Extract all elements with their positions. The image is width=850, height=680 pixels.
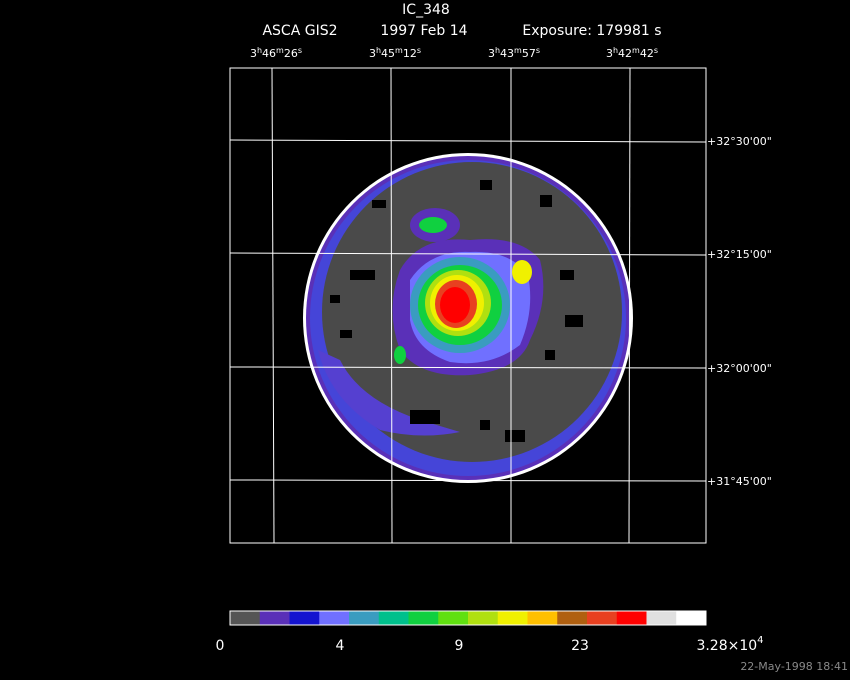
ra-unit: s	[654, 46, 658, 55]
dec-label: +32°00'00"	[707, 362, 772, 375]
ra-unit: s	[417, 46, 421, 55]
color-swatch	[616, 611, 647, 625]
instrument: ASCA GIS2	[262, 23, 337, 39]
color-swatch	[587, 611, 618, 625]
ra-line	[390, 67, 393, 544]
dec-line	[229, 366, 707, 369]
ra-unit: m	[276, 46, 284, 55]
color-swatch	[259, 611, 290, 625]
dec-line	[229, 252, 707, 256]
colorbar-frame	[229, 610, 707, 626]
color-swatch	[408, 611, 439, 625]
colorbar-label: 9	[455, 638, 464, 654]
ra-unit: h	[495, 46, 500, 55]
ra-value: 3	[488, 47, 495, 60]
source-nw-core	[419, 217, 447, 233]
source-ne	[512, 260, 532, 284]
ra-label: 3h46m26s	[250, 46, 302, 60]
color-swatch	[438, 611, 469, 625]
color-swatch	[646, 611, 677, 625]
ra-value: 3	[606, 47, 613, 60]
title: IC_348	[402, 2, 450, 18]
ra-unit: m	[395, 46, 403, 55]
color-swatch	[527, 611, 558, 625]
color-swatch	[349, 611, 380, 625]
color-swatch	[378, 611, 409, 625]
ra-unit: m	[514, 46, 522, 55]
color-swatch	[557, 611, 588, 625]
ra-value: 42	[618, 47, 632, 60]
color-swatch	[468, 611, 499, 625]
coordinate-grid	[229, 67, 707, 544]
ra-value: 3	[250, 47, 257, 60]
label-value: 0	[216, 638, 225, 654]
color-swatch	[497, 611, 528, 625]
date: 1997 Feb 14	[380, 23, 467, 39]
exposure: Exposure: 179981 s	[522, 23, 661, 39]
ra-value: 42	[640, 47, 654, 60]
color-swatch	[676, 611, 707, 625]
ra-unit: h	[376, 46, 381, 55]
ra-unit: s	[298, 46, 302, 55]
colorbar: 0 4 9 23 3.28×104	[216, 610, 764, 654]
ra-unit: s	[536, 46, 540, 55]
ra-unit: h	[257, 46, 262, 55]
ra-unit: h	[613, 46, 618, 55]
frame	[229, 67, 707, 544]
emission-lower	[318, 350, 460, 436]
timestamp: 22-May-1998 18:41	[740, 660, 848, 673]
ra-value: 26	[284, 47, 298, 60]
colorbar-label: 23	[571, 638, 589, 654]
ra-label: 3h45m12s	[369, 46, 421, 60]
source-sw	[394, 346, 406, 364]
ra-value: 45	[381, 47, 395, 60]
dec-line	[229, 139, 707, 143]
label-value: 9	[455, 638, 464, 654]
label-value: 23	[571, 638, 589, 654]
ra-label: 3h43m57s	[488, 46, 540, 60]
color-swatch	[289, 611, 320, 625]
ra-line	[628, 67, 631, 544]
color-swatch	[319, 611, 350, 625]
colorbar-label: 3.28×104	[696, 635, 763, 654]
dec-label: +31°45'00"	[707, 475, 772, 488]
axis-labels: 3h46m26s 3h45m12s 3h43m57s 3h42m42s+32°30'0…	[250, 46, 772, 488]
low-count-pixels	[330, 180, 583, 442]
label-value: 3.28×10	[696, 638, 757, 654]
ra-label: 3h42m42s	[606, 46, 658, 60]
colorbar-label: 4	[336, 638, 345, 654]
ra-value: 3	[369, 47, 376, 60]
ra-line	[271, 67, 275, 544]
ra-value: 46	[262, 47, 276, 60]
ra-unit: m	[632, 46, 640, 55]
dec-label: +32°15'00"	[707, 248, 772, 261]
ra-value: 57	[522, 47, 536, 60]
emission-peak	[440, 287, 470, 323]
dec-line	[229, 479, 707, 482]
label-value: 4	[336, 638, 345, 654]
exponent: 4	[757, 635, 763, 646]
ra-value: 12	[403, 47, 417, 60]
dec-label: +32°30'00"	[707, 135, 772, 148]
color-swatch	[230, 611, 261, 625]
ra-value: 43	[500, 47, 514, 60]
colorbar-label: 0	[216, 638, 225, 654]
xray-image	[303, 153, 633, 483]
